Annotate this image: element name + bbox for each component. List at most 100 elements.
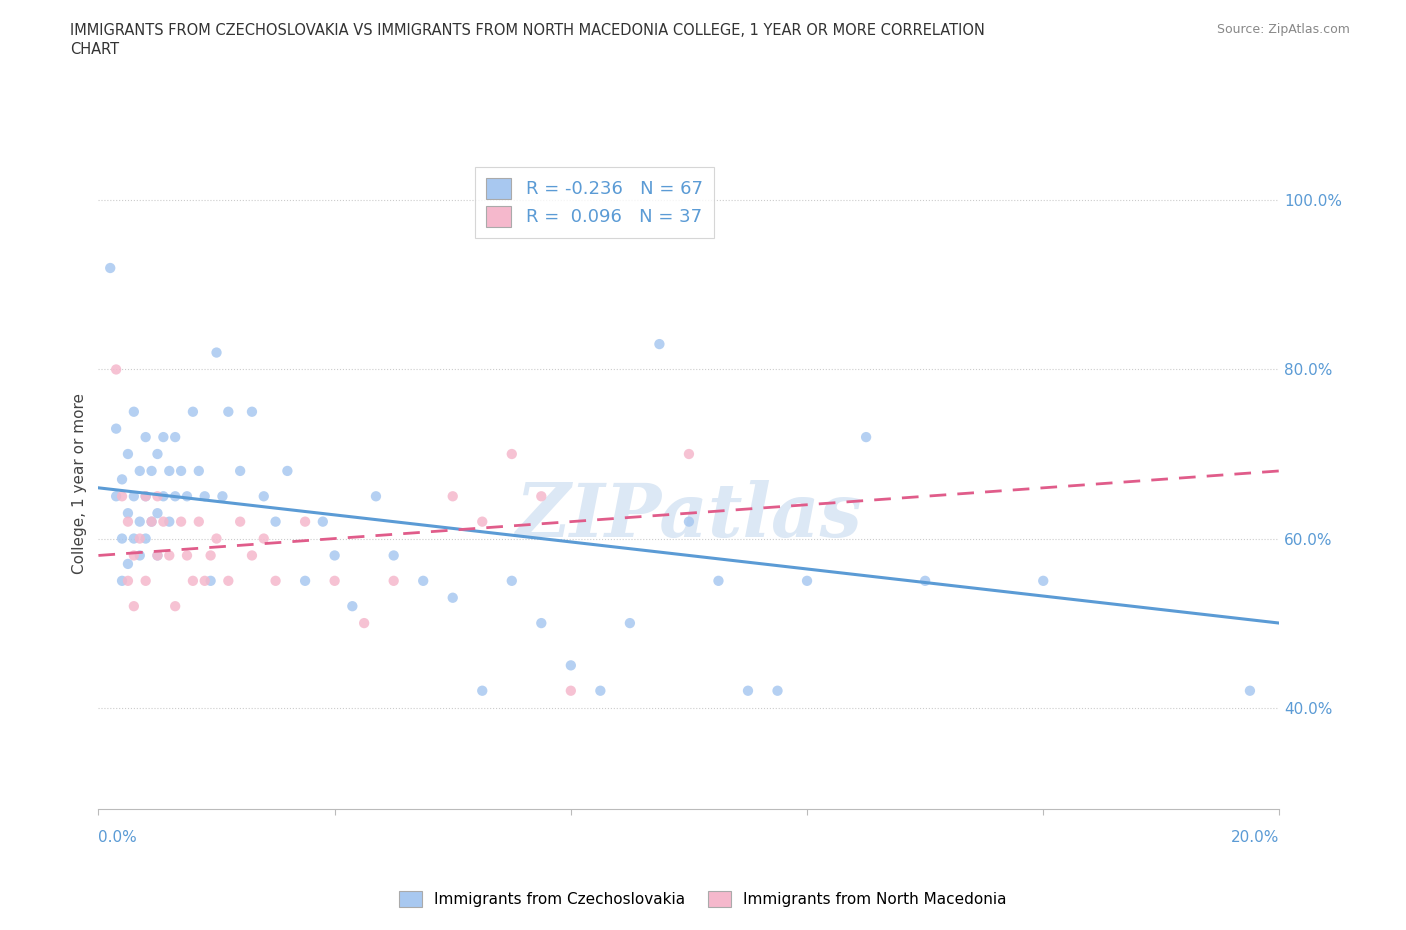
Point [170,514,193,529]
Point [157,548,180,563]
Point [276,463,298,478]
Point [766,684,789,698]
Point [441,591,464,605]
Point [211,489,233,504]
Point [200,548,222,563]
Point [128,514,150,529]
Point [530,489,553,504]
Point [264,514,287,529]
Point [253,531,276,546]
Point [530,616,553,631]
Point [135,574,157,589]
Point [135,531,157,546]
Point [117,446,139,461]
Point [105,489,128,504]
Point [111,489,134,504]
Point [229,463,252,478]
Point [353,616,375,631]
Point [157,463,180,478]
Point [471,684,494,698]
Point [157,514,180,529]
Point [122,548,145,563]
Point [135,489,157,504]
Point [294,514,316,529]
Point [146,506,169,521]
Text: 20.0%: 20.0% [1232,830,1279,844]
Point [152,514,174,529]
Point [678,446,700,461]
Point [165,489,187,504]
Point [240,405,263,419]
Point [117,574,139,589]
Point [194,574,217,589]
Point [471,514,494,529]
Point [323,574,346,589]
Point [117,506,139,521]
Point [253,489,276,504]
Point [412,574,434,589]
Point [619,616,641,631]
Point [146,548,169,563]
Text: IMMIGRANTS FROM CZECHOSLOVAKIA VS IMMIGRANTS FROM NORTH MACEDONIA COLLEGE, 1 YEA: IMMIGRANTS FROM CZECHOSLOVAKIA VS IMMIGR… [70,23,986,38]
Point [194,489,217,504]
Point [105,421,128,436]
Point [648,337,671,352]
Point [165,430,187,445]
Point [796,574,818,589]
Point [240,548,263,563]
Point [1032,574,1054,589]
Point [501,574,523,589]
Point [122,531,145,546]
Legend: R = -0.236   N = 67, R =  0.096   N = 37: R = -0.236 N = 67, R = 0.096 N = 37 [475,167,714,238]
Point [1239,684,1261,698]
Point [181,574,204,589]
Point [737,684,759,698]
Point [707,574,730,589]
Point [98,260,121,275]
Point [176,489,198,504]
Point [135,430,157,445]
Point [229,514,252,529]
Point [141,514,163,529]
Point [205,531,228,546]
Point [117,556,139,571]
Point [146,489,169,504]
Point [312,514,335,529]
Text: CHART: CHART [70,42,120,57]
Legend: Immigrants from Czechoslovakia, Immigrants from North Macedonia: Immigrants from Czechoslovakia, Immigran… [394,884,1012,913]
Point [364,489,387,504]
Point [294,574,316,589]
Point [111,574,134,589]
Point [122,405,145,419]
Point [855,430,877,445]
Point [678,514,700,529]
Text: 0.0%: 0.0% [98,830,138,844]
Point [323,548,346,563]
Y-axis label: College, 1 year or more: College, 1 year or more [72,393,87,574]
Point [187,514,209,529]
Point [342,599,364,614]
Point [128,531,150,546]
Point [146,446,169,461]
Point [111,472,134,486]
Point [117,514,139,529]
Point [128,548,150,563]
Point [122,599,145,614]
Point [914,574,936,589]
Point [141,463,163,478]
Point [146,548,169,563]
Point [135,489,157,504]
Point [152,489,174,504]
Point [382,574,405,589]
Point [152,430,174,445]
Point [141,514,163,529]
Point [560,658,582,672]
Point [187,463,209,478]
Point [589,684,612,698]
Text: ZIPatlas: ZIPatlas [516,480,862,552]
Point [105,362,128,377]
Point [382,548,405,563]
Point [122,489,145,504]
Point [217,405,239,419]
Point [501,446,523,461]
